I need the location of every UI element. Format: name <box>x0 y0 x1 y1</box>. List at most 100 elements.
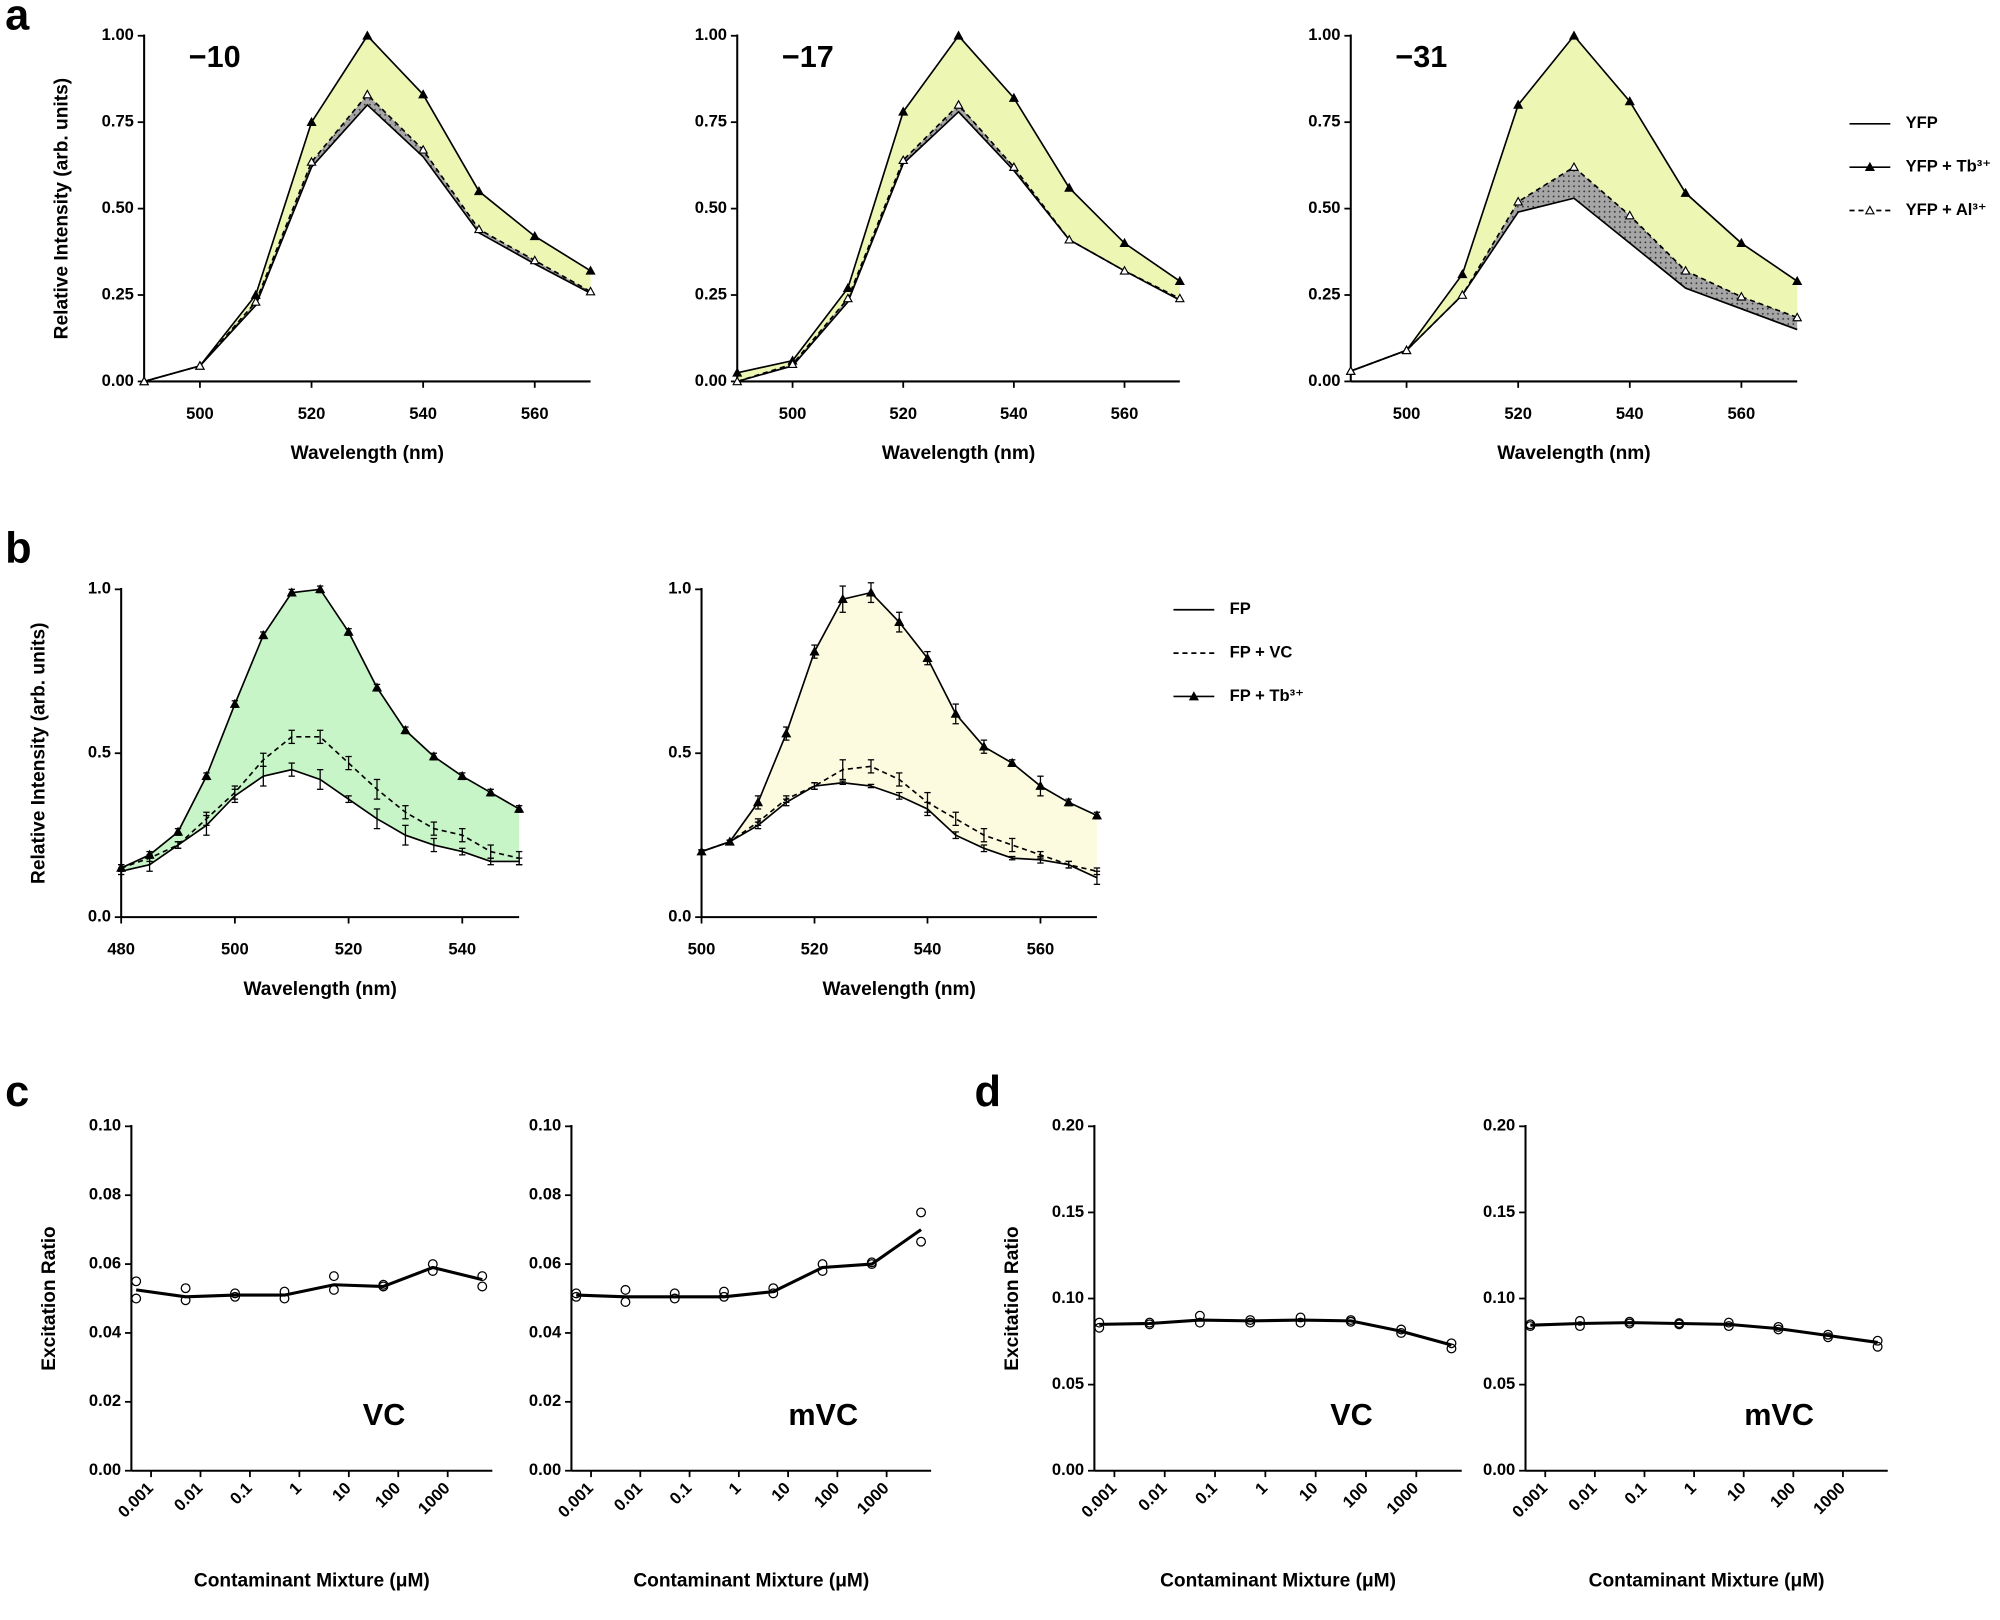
marker <box>696 846 707 856</box>
marker <box>230 1291 241 1302</box>
marker <box>1245 1317 1256 1328</box>
marker <box>418 144 429 154</box>
error-bar <box>867 783 875 789</box>
x-tick-label: 540 <box>1616 404 1644 423</box>
y-tick-label: 0.04 <box>529 1322 562 1341</box>
y-axis-label: Excitation Ratio <box>1002 1226 1023 1371</box>
marker <box>1345 365 1356 375</box>
annotation: mVC <box>1744 1398 1814 1432</box>
x-axis-label: Contaminant Mixture (μM) <box>633 1571 869 1592</box>
band <box>1350 35 1798 372</box>
marker <box>1792 275 1803 286</box>
marker <box>514 803 525 813</box>
marker <box>418 89 429 99</box>
x-tick-label: 1 <box>1680 1479 1700 1499</box>
y-tick-label: 0.10 <box>89 1116 121 1135</box>
series-line <box>143 93 591 383</box>
marker <box>585 286 596 296</box>
marker <box>1094 1317 1105 1328</box>
series-line <box>120 736 520 869</box>
y-tick-label: 0.10 <box>529 1116 561 1135</box>
y-tick-label: 0.50 <box>102 198 134 217</box>
annotation: −31 <box>1395 40 1447 74</box>
x-tick-label: 520 <box>801 940 829 959</box>
marker <box>131 1293 142 1304</box>
marker <box>457 770 468 781</box>
marker <box>1194 1317 1205 1328</box>
marker <box>1457 269 1468 279</box>
marker <box>1188 691 1199 701</box>
y-tick-label: 0.00 <box>102 371 134 390</box>
x-tick-label: 0.01 <box>1134 1479 1170 1515</box>
marker <box>1574 1315 1585 1326</box>
y-tick-label: 0.00 <box>1308 371 1340 390</box>
marker <box>1674 1319 1685 1330</box>
x-tick-label: 500 <box>779 404 807 423</box>
marker <box>201 770 212 781</box>
x-tick-label: 100 <box>371 1479 404 1512</box>
marker <box>1723 1317 1734 1328</box>
marker <box>1525 1321 1536 1332</box>
x-axis-label: Wavelength (nm) <box>1497 443 1650 464</box>
error-bar <box>373 808 381 830</box>
y-tick-label: 0.25 <box>695 284 727 303</box>
error-bar <box>373 778 381 800</box>
y-tick-label: 0.15 <box>1483 1202 1515 1221</box>
marker <box>1680 187 1691 197</box>
annotation: −17 <box>782 40 834 74</box>
series-line <box>737 110 1181 383</box>
marker <box>473 186 485 196</box>
y-tick-label: 0.20 <box>1483 1116 1515 1135</box>
marker <box>1008 161 1019 171</box>
marker <box>1245 1315 1256 1326</box>
y-tick-label: 0.5 <box>88 743 111 762</box>
marker <box>1624 210 1635 220</box>
y-tick-label: 0.75 <box>102 112 134 131</box>
marker <box>378 1281 389 1292</box>
marker <box>953 30 964 40</box>
marker <box>400 725 411 735</box>
x-tick-label: 1 <box>1251 1479 1271 1499</box>
marker <box>1864 161 1875 171</box>
marker <box>194 360 205 370</box>
y-tick-label: 0.00 <box>89 1460 121 1479</box>
marker <box>916 1236 927 1247</box>
annotation: −10 <box>189 40 241 74</box>
y-tick-label: 0.06 <box>529 1253 561 1272</box>
error-bar <box>402 824 409 846</box>
x-tick-label: 0.1 <box>1191 1479 1221 1509</box>
error-bar <box>952 831 959 840</box>
x-tick-label: 520 <box>1504 404 1532 423</box>
error-bar <box>288 762 295 777</box>
marker <box>787 358 798 368</box>
y-tick-label: 1.00 <box>1308 25 1340 44</box>
y-tick-label: 0.0 <box>88 907 111 926</box>
marker <box>571 1288 582 1299</box>
marker <box>1194 1310 1205 1321</box>
marker <box>279 1293 290 1304</box>
x-tick-label: 500 <box>221 940 249 959</box>
x-axis-label: Contaminant Mixture (μM) <box>1589 1571 1825 1592</box>
x-tick-label: 500 <box>1393 404 1421 423</box>
series-line <box>576 1228 922 1299</box>
marker <box>1295 1312 1306 1323</box>
error-bar <box>316 768 324 790</box>
y-tick-label: 0.05 <box>1483 1374 1515 1393</box>
marker <box>1446 1338 1457 1349</box>
x-tick-label: 100 <box>1766 1479 1799 1512</box>
annotation: VC <box>363 1398 406 1432</box>
marker <box>1119 265 1130 275</box>
marker <box>620 1296 631 1307</box>
x-tick-label: 540 <box>409 404 437 423</box>
error-bar <box>1009 855 1016 861</box>
x-tick-label: 10 <box>1723 1479 1749 1505</box>
error-bar <box>839 759 846 781</box>
x-tick-label: 540 <box>914 940 942 959</box>
error-bar <box>896 791 903 800</box>
marker <box>1063 797 1074 807</box>
x-tick-label: 10 <box>328 1479 354 1505</box>
marker <box>306 156 317 166</box>
marker <box>473 224 485 234</box>
marker <box>719 1286 729 1297</box>
